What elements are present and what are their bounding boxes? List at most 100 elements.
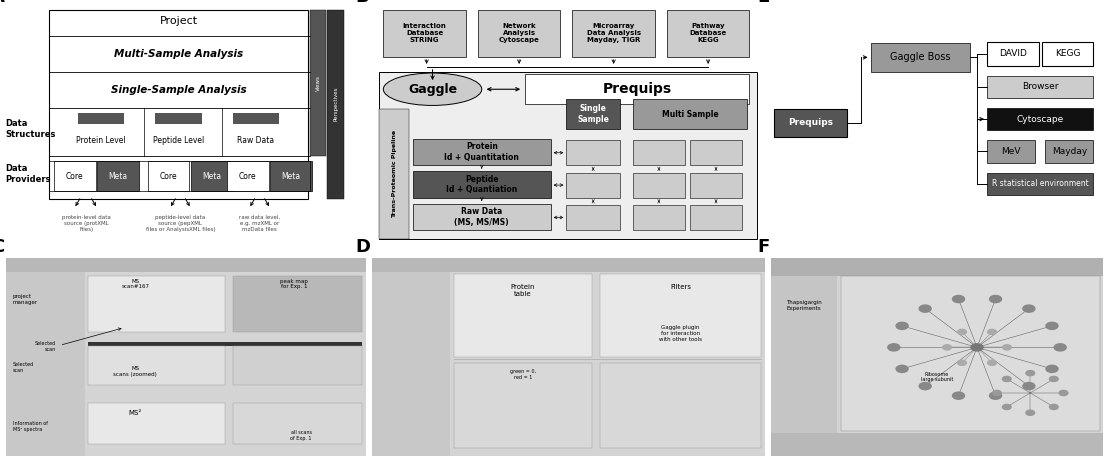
Text: raw data level,
e.g. mzXML or
mzData files: raw data level, e.g. mzXML or mzData fil… bbox=[240, 215, 281, 231]
Text: Trans-Proteomic Pipeline: Trans-Proteomic Pipeline bbox=[391, 130, 397, 218]
Text: Prequips: Prequips bbox=[602, 82, 672, 96]
FancyBboxPatch shape bbox=[567, 99, 620, 129]
Text: Pathway
Database
KEGG: Pathway Database KEGG bbox=[690, 23, 726, 43]
FancyBboxPatch shape bbox=[413, 171, 551, 198]
Text: Protein Level: Protein Level bbox=[77, 136, 125, 145]
Circle shape bbox=[919, 383, 932, 390]
Circle shape bbox=[1026, 371, 1035, 376]
Text: Selected
scan: Selected scan bbox=[34, 341, 55, 352]
Text: Core: Core bbox=[160, 172, 177, 181]
FancyBboxPatch shape bbox=[89, 276, 225, 331]
Text: Ribosome
large subunit: Ribosome large subunit bbox=[920, 372, 954, 383]
Text: MeV: MeV bbox=[1001, 147, 1021, 156]
Circle shape bbox=[1022, 383, 1035, 390]
FancyBboxPatch shape bbox=[633, 205, 684, 230]
FancyBboxPatch shape bbox=[600, 274, 761, 357]
FancyBboxPatch shape bbox=[233, 276, 363, 331]
Text: peptide-level data
source (pepXML
files or AnalysisXML files): peptide-level data source (pepXML files … bbox=[145, 215, 215, 231]
FancyBboxPatch shape bbox=[98, 161, 139, 191]
Circle shape bbox=[1049, 404, 1058, 409]
FancyBboxPatch shape bbox=[227, 161, 268, 191]
Text: Network
Analysis
Cytoscape: Network Analysis Cytoscape bbox=[499, 23, 540, 43]
FancyBboxPatch shape bbox=[567, 140, 620, 165]
Text: Multi Sample: Multi Sample bbox=[662, 110, 719, 118]
FancyBboxPatch shape bbox=[233, 346, 363, 385]
Text: Gaggle Boss: Gaggle Boss bbox=[891, 53, 950, 62]
Circle shape bbox=[958, 360, 966, 366]
Circle shape bbox=[1055, 344, 1066, 351]
Text: peak map
for Exp. 1: peak map for Exp. 1 bbox=[279, 278, 308, 290]
Text: Meta: Meta bbox=[109, 172, 128, 181]
Text: Views: Views bbox=[316, 75, 321, 91]
FancyBboxPatch shape bbox=[691, 205, 742, 230]
Text: Project: Project bbox=[160, 16, 197, 26]
Text: project
manager: project manager bbox=[13, 295, 38, 305]
FancyBboxPatch shape bbox=[633, 173, 684, 198]
Text: Gaggle: Gaggle bbox=[408, 83, 457, 96]
FancyBboxPatch shape bbox=[89, 403, 225, 444]
FancyBboxPatch shape bbox=[987, 173, 1093, 195]
FancyBboxPatch shape bbox=[987, 108, 1093, 130]
Text: Gaggle plugin
for interaction
with other tools: Gaggle plugin for interaction with other… bbox=[659, 325, 702, 342]
FancyBboxPatch shape bbox=[771, 258, 1103, 456]
FancyBboxPatch shape bbox=[633, 140, 684, 165]
Text: Perspectives: Perspectives bbox=[333, 87, 338, 121]
Circle shape bbox=[1003, 376, 1011, 382]
FancyBboxPatch shape bbox=[49, 10, 308, 199]
Circle shape bbox=[919, 305, 932, 312]
Circle shape bbox=[1003, 345, 1011, 350]
Ellipse shape bbox=[384, 73, 481, 106]
Circle shape bbox=[988, 329, 996, 335]
Circle shape bbox=[1046, 365, 1058, 372]
FancyBboxPatch shape bbox=[600, 363, 761, 449]
FancyBboxPatch shape bbox=[667, 10, 750, 57]
FancyBboxPatch shape bbox=[1041, 42, 1093, 65]
Text: MS
scans (zoomed): MS scans (zoomed) bbox=[113, 366, 157, 377]
Text: Peptide Level: Peptide Level bbox=[153, 136, 204, 145]
FancyBboxPatch shape bbox=[89, 343, 363, 346]
Circle shape bbox=[896, 365, 908, 372]
Text: D: D bbox=[356, 238, 370, 256]
FancyBboxPatch shape bbox=[54, 161, 95, 191]
Circle shape bbox=[1049, 376, 1058, 382]
FancyBboxPatch shape bbox=[478, 10, 560, 57]
Text: all scans
of Exp. 1: all scans of Exp. 1 bbox=[291, 430, 312, 441]
Text: Raw Data
(MS, MS/MS): Raw Data (MS, MS/MS) bbox=[455, 207, 509, 226]
Text: Prequips: Prequips bbox=[788, 118, 833, 127]
FancyBboxPatch shape bbox=[871, 43, 970, 72]
Text: E: E bbox=[757, 0, 770, 6]
Circle shape bbox=[888, 344, 899, 351]
Circle shape bbox=[988, 360, 996, 366]
Text: Cytoscape: Cytoscape bbox=[1017, 115, 1064, 124]
FancyBboxPatch shape bbox=[233, 113, 279, 124]
FancyBboxPatch shape bbox=[191, 161, 233, 191]
Text: Meta: Meta bbox=[282, 172, 301, 181]
Text: Mayday: Mayday bbox=[1052, 147, 1087, 156]
Text: Protein
Id + Quantitation: Protein Id + Quantitation bbox=[445, 142, 519, 162]
FancyBboxPatch shape bbox=[413, 204, 551, 230]
FancyBboxPatch shape bbox=[771, 258, 1103, 276]
FancyBboxPatch shape bbox=[155, 113, 202, 124]
FancyBboxPatch shape bbox=[1045, 140, 1093, 163]
Circle shape bbox=[1046, 322, 1058, 330]
FancyBboxPatch shape bbox=[771, 276, 837, 456]
FancyBboxPatch shape bbox=[691, 173, 742, 198]
Circle shape bbox=[971, 344, 983, 351]
FancyBboxPatch shape bbox=[147, 161, 190, 191]
Text: protein-level data
source (protXML
Files): protein-level data source (protXML Files… bbox=[62, 215, 111, 231]
FancyBboxPatch shape bbox=[379, 72, 757, 239]
Circle shape bbox=[958, 329, 966, 335]
FancyBboxPatch shape bbox=[78, 113, 124, 124]
FancyBboxPatch shape bbox=[372, 258, 765, 456]
Text: Peptide
Id + Quantiation: Peptide Id + Quantiation bbox=[446, 175, 518, 194]
Circle shape bbox=[1026, 410, 1035, 415]
Circle shape bbox=[943, 345, 952, 350]
FancyBboxPatch shape bbox=[271, 161, 312, 191]
Text: MS
scan#167: MS scan#167 bbox=[121, 278, 150, 290]
Circle shape bbox=[989, 296, 1001, 302]
FancyBboxPatch shape bbox=[233, 403, 363, 444]
FancyBboxPatch shape bbox=[567, 173, 620, 198]
FancyBboxPatch shape bbox=[633, 99, 747, 129]
Circle shape bbox=[1022, 305, 1035, 312]
FancyBboxPatch shape bbox=[771, 432, 1103, 456]
